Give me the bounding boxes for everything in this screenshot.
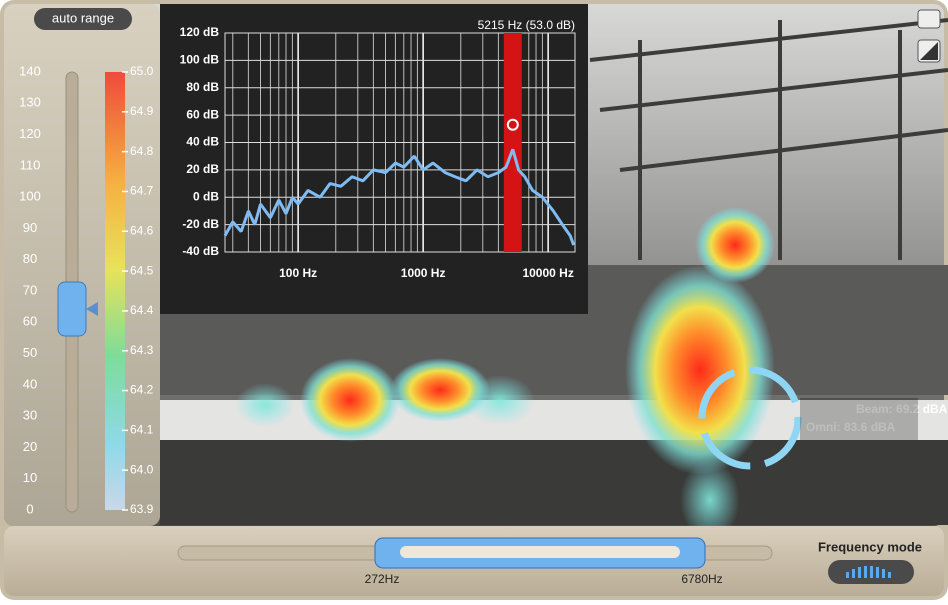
y-tick-label: 0 dB	[193, 189, 219, 203]
heatmap	[235, 207, 802, 540]
contrast-glyph	[920, 42, 938, 60]
color-tick-label: 64.7	[130, 184, 154, 198]
color-tick-label: 63.9	[130, 502, 154, 516]
color-tick-label: 64.3	[130, 343, 154, 357]
range-high-label: 6780Hz	[681, 572, 722, 586]
level-tick-label: 100	[19, 189, 41, 204]
level-tick-label: 110	[20, 157, 41, 172]
y-tick-label: 40 dB	[186, 135, 219, 149]
cursor-band	[503, 33, 522, 252]
camera-icon[interactable]	[917, 9, 941, 29]
range-selection-inner	[400, 546, 680, 558]
color-tick-label: 65.0	[130, 64, 154, 78]
range-button[interactable]	[34, 8, 132, 30]
color-tick-label: 64.1	[130, 423, 154, 437]
color-tick-label: 64.8	[130, 144, 154, 158]
color-bar	[105, 72, 125, 510]
spectrum-line	[223, 148, 576, 246]
y-tick-label: 60 dB	[186, 107, 219, 121]
x-tick-label: 100 Hz	[279, 266, 317, 280]
y-tick-label: -40 dB	[182, 244, 219, 258]
mode-glyph	[846, 566, 891, 578]
color-tick-label: 64.2	[130, 383, 154, 397]
y-tick-label: 20 dB	[186, 162, 219, 176]
y-tick-label: -20 dB	[182, 217, 219, 231]
level-pointer	[86, 302, 98, 316]
cursor-label: 5215 Hz (53.0 dB)	[478, 18, 575, 32]
cursor-marker	[506, 118, 519, 131]
level-tick-label: 20	[23, 439, 37, 454]
x-tick-label: 10000 Hz	[522, 266, 573, 280]
color-tick-label: 64.5	[130, 263, 154, 277]
y-tick-label: 120 dB	[180, 25, 220, 39]
level-thumb[interactable]	[57, 281, 87, 337]
level-tick-label: 10	[23, 470, 37, 485]
y-tick-label: 80 dB	[186, 80, 219, 94]
color-tick-label: 64.0	[130, 462, 154, 476]
x-tick-label: 1000 Hz	[401, 266, 446, 280]
y-tick-label: 100 dB	[180, 53, 220, 67]
range-button-label[interactable]: auto range	[52, 10, 114, 25]
color-tick-label: 64.6	[130, 223, 154, 237]
level-tick-label: 130	[19, 95, 41, 110]
level-tick-label: 80	[23, 251, 37, 266]
level-tick-label: 30	[23, 408, 37, 423]
level-tick-label: 140	[19, 63, 41, 78]
level-tick-label: 120	[19, 126, 41, 141]
color-tick-label: 64.9	[130, 104, 154, 118]
level-tick-label: 0	[26, 501, 33, 516]
omni-readout: Omni: 83.6 dBA	[806, 420, 896, 434]
color-tick-label: 64.4	[130, 303, 154, 317]
mode-label: Frequency mode	[818, 539, 922, 554]
level-tick-label: 90	[23, 220, 37, 235]
level-tick-label: 50	[23, 345, 37, 360]
level-tick-label: 70	[23, 282, 37, 297]
level-tick-label: 40	[23, 376, 37, 391]
level-tick-label: 60	[23, 314, 37, 329]
beam-readout: Beam: 69.2 dBA	[856, 402, 948, 416]
range-low-label: 272Hz	[365, 572, 400, 586]
readout-box	[800, 398, 918, 440]
